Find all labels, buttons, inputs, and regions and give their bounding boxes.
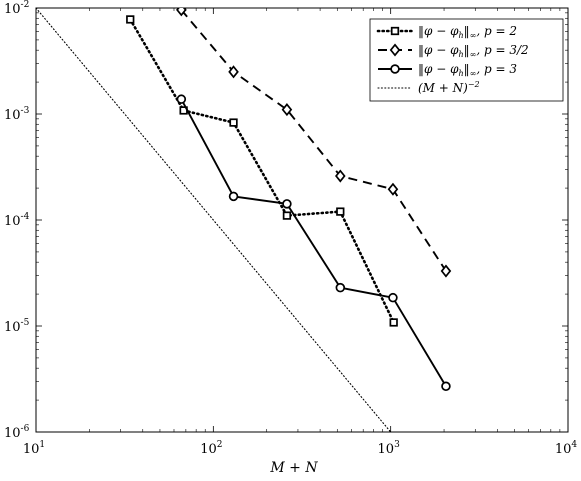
x-tick-label: 103 <box>378 440 401 457</box>
legend-marker <box>390 64 400 74</box>
x-tick-label: 101 <box>23 440 45 457</box>
series-line <box>180 9 447 272</box>
data-point <box>176 8 187 17</box>
legend-marker <box>389 43 401 57</box>
legend-label: ‖φ − φh‖∞, p = 3/2 <box>418 43 529 59</box>
x-tick-label: 102 <box>200 440 222 457</box>
legend-entry: ‖φ − φh‖∞, p = 3 <box>378 62 517 78</box>
legend-marker <box>390 26 400 36</box>
y-axis-ticks: 10-6 10-5 10-4 10-3 10-2 <box>4 0 568 441</box>
series-2 <box>176 8 452 278</box>
minor-ticks <box>36 8 568 432</box>
series-4 <box>36 8 392 432</box>
data-point <box>228 65 239 79</box>
data-point <box>176 94 187 104</box>
legend-entry: ‖φ − φh‖∞, p = 3/2 <box>378 43 529 59</box>
data-point <box>335 169 346 183</box>
series-line <box>180 98 447 387</box>
data-point <box>336 207 345 216</box>
y-tick-label: 10-5 <box>4 318 30 335</box>
y-tick-label: 10-3 <box>4 106 30 123</box>
data-point <box>228 191 239 202</box>
data-point <box>389 318 398 327</box>
data-point <box>229 118 238 127</box>
legend-box <box>369 18 564 102</box>
data-point <box>282 199 292 209</box>
data-point <box>387 182 399 196</box>
series-line <box>128 18 395 324</box>
series-1 <box>126 15 398 327</box>
legend-label: ‖φ − φh‖∞, p = 3 <box>418 62 517 78</box>
series-3 <box>176 94 451 392</box>
plot-area <box>35 7 569 433</box>
x-tick-label: 104 <box>555 440 578 457</box>
y-tick-label: 10-4 <box>4 212 30 229</box>
legend-label: ‖φ − φh‖∞, p = 2 <box>418 24 517 40</box>
data-point <box>335 282 346 293</box>
x-axis-ticks: 101 102 103 104 <box>23 8 578 457</box>
data-point <box>126 15 135 24</box>
data-point <box>441 381 451 392</box>
x-axis-label: M + N <box>269 460 318 476</box>
data-point <box>440 264 452 278</box>
data-point <box>281 103 293 117</box>
data-point <box>282 211 292 220</box>
legend-label: (M + N)−2 <box>418 80 480 95</box>
data-point <box>388 292 398 303</box>
y-tick-label: 10-6 <box>4 424 30 441</box>
legend-entry: ‖φ − φh‖∞, p = 2 <box>376 24 517 40</box>
legend: ‖φ − φh‖∞, p = 2 ‖φ − φh‖∞, p = 3/2 ‖φ − φ… <box>369 18 564 102</box>
legend-entry: (M + N)−2 <box>377 80 480 95</box>
y-tick-label: 10-2 <box>4 0 29 17</box>
series-line <box>36 8 392 432</box>
